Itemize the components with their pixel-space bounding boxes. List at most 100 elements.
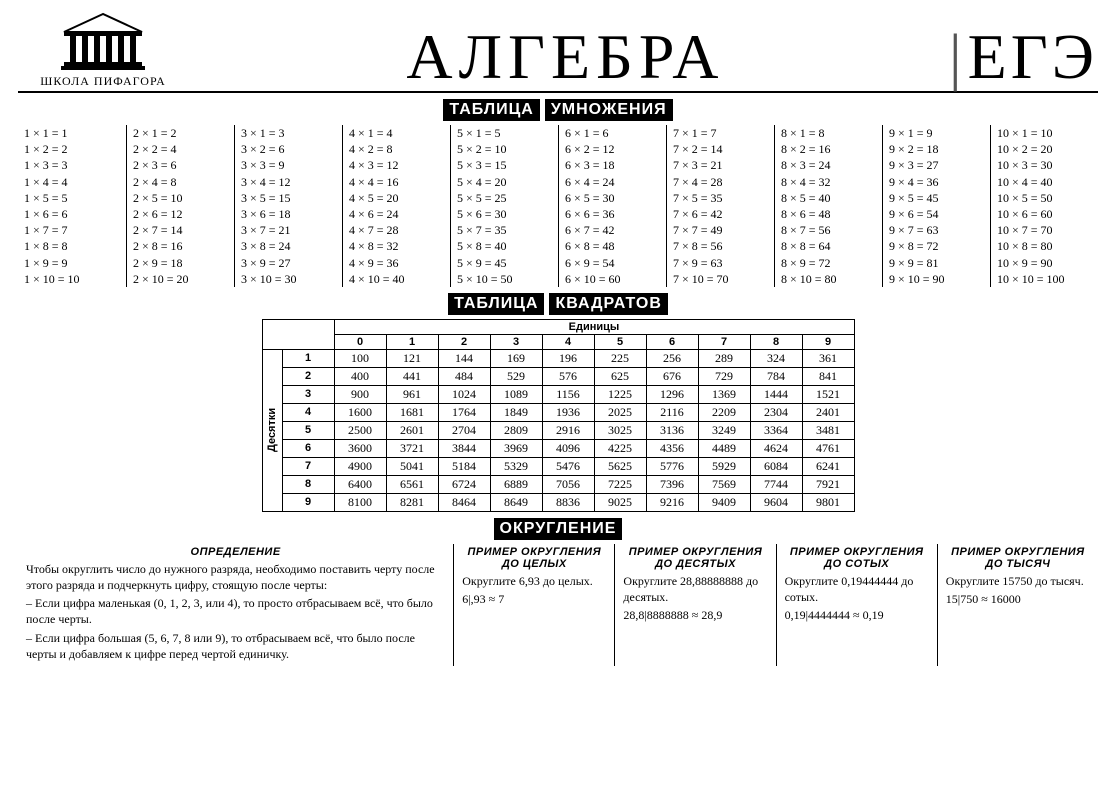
squares-cell: 4900 (334, 457, 386, 475)
c4-l1: Округлите 15750 до тысяч. (946, 573, 1090, 589)
mult-cell: 8 × 7 = 56 (781, 222, 876, 238)
mult-cell: 5 × 10 = 50 (457, 271, 552, 287)
squares-cell: 1024 (438, 385, 490, 403)
squares-cell: 7225 (594, 475, 646, 493)
mult-cell: 7 × 7 = 49 (673, 222, 768, 238)
mult-cell: 3 × 5 = 15 (241, 190, 336, 206)
squares-cell: 729 (698, 367, 750, 385)
squares-col-head: 3 (490, 334, 542, 349)
squares-col-head: 4 (542, 334, 594, 349)
squares-side-label: Десятки (262, 349, 282, 511)
mult-cell: 2 × 2 = 4 (133, 141, 228, 157)
mult-cell: 4 × 8 = 32 (349, 238, 444, 254)
mult-cell: 1 × 1 = 1 (24, 125, 120, 141)
mult-col-10: 10 × 1 = 1010 × 2 = 2010 × 3 = 3010 × 4 … (990, 125, 1098, 287)
c3-l1: Округлите 0,19444444 до сотых. (785, 573, 929, 605)
squares-cell: 8100 (334, 493, 386, 511)
squares-cell: 361 (802, 349, 854, 367)
mult-cell: 4 × 4 = 16 (349, 174, 444, 190)
mult-cell: 3 × 2 = 6 (241, 141, 336, 157)
mult-cell: 1 × 3 = 3 (24, 157, 120, 173)
page-header: ШКОЛА ПИФАГОРА АЛГЕБРА | ЕГЭ (18, 12, 1098, 93)
squares-cell: 784 (750, 367, 802, 385)
temple-icon (58, 12, 148, 72)
squares-cell: 1936 (542, 403, 594, 421)
squares-cell: 8281 (386, 493, 438, 511)
squares-cell: 576 (542, 367, 594, 385)
squares-cell: 7056 (542, 475, 594, 493)
squares-cell: 961 (386, 385, 438, 403)
squares-cell: 6400 (334, 475, 386, 493)
squares-cell: 3844 (438, 439, 490, 457)
squares-cell: 2500 (334, 421, 386, 439)
squares-col-head: 0 (334, 334, 386, 349)
mult-col-5: 5 × 1 = 55 × 2 = 105 × 3 = 155 × 4 = 205… (450, 125, 558, 287)
mult-cell: 7 × 9 = 63 (673, 255, 768, 271)
mult-cell: 3 × 7 = 21 (241, 222, 336, 238)
squares-cell: 1681 (386, 403, 438, 421)
c2-l1: Округлите 28,88888888 до десятых. (623, 573, 767, 605)
squares-cell: 4356 (646, 439, 698, 457)
mult-cell: 5 × 9 = 45 (457, 255, 552, 271)
mult-cell: 8 × 5 = 40 (781, 190, 876, 206)
mult-cell: 8 × 8 = 64 (781, 238, 876, 254)
c2-l2: 28,8|8888888 ≈ 28,9 (623, 607, 767, 623)
c1-l2: 6|,93 ≈ 7 (462, 591, 606, 607)
mult-cell: 3 × 1 = 3 (241, 125, 336, 141)
squares-cell: 144 (438, 349, 490, 367)
squares-top-label: Единицы (334, 319, 854, 334)
squares-cell: 8836 (542, 493, 594, 511)
squares-cell: 3364 (750, 421, 802, 439)
mult-cell: 3 × 6 = 18 (241, 206, 336, 222)
mult-cell: 1 × 9 = 9 (24, 255, 120, 271)
squares-col-head: 5 (594, 334, 646, 349)
mult-cell: 10 × 9 = 90 (997, 255, 1092, 271)
mult-cell: 5 × 3 = 15 (457, 157, 552, 173)
squares-wrap: Единицы0123456789Десятки1100121144169196… (18, 319, 1098, 512)
mult-cell: 9 × 7 = 63 (889, 222, 984, 238)
squares-cell: 4225 (594, 439, 646, 457)
squares-cell: 9216 (646, 493, 698, 511)
mult-cell: 4 × 2 = 8 (349, 141, 444, 157)
mult-cell: 10 × 5 = 50 (997, 190, 1092, 206)
mult-cell: 5 × 4 = 20 (457, 174, 552, 190)
mult-cell: 5 × 2 = 10 (457, 141, 552, 157)
mult-cell: 2 × 4 = 8 (133, 174, 228, 190)
mult-cell: 7 × 5 = 35 (673, 190, 768, 206)
mult-cell: 8 × 9 = 72 (781, 255, 876, 271)
squares-cell: 289 (698, 349, 750, 367)
mult-cell: 10 × 2 = 20 (997, 141, 1092, 157)
squares-row-head: 7 (282, 457, 334, 475)
c1-l1: Округлите 6,93 до целых. (462, 573, 606, 589)
mult-cell: 2 × 10 = 20 (133, 271, 228, 287)
squares-col-head: 7 (698, 334, 750, 349)
mult-cell: 7 × 4 = 28 (673, 174, 768, 190)
squares-cell: 1156 (542, 385, 594, 403)
squares-table: Единицы0123456789Десятки1100121144169196… (262, 319, 855, 512)
mult-cell: 3 × 8 = 24 (241, 238, 336, 254)
mult-cell: 1 × 4 = 4 (24, 174, 120, 190)
squares-cell: 169 (490, 349, 542, 367)
squares-row-head: 6 (282, 439, 334, 457)
mult-cell: 3 × 9 = 27 (241, 255, 336, 271)
mult-cell: 2 × 6 = 12 (133, 206, 228, 222)
rounding-definition: ОПРЕДЕЛЕНИЕ Чтобы округлить число до нуж… (18, 544, 453, 666)
squares-cell: 6084 (750, 457, 802, 475)
mult-cell: 10 × 3 = 30 (997, 157, 1092, 173)
mult-cell: 6 × 1 = 6 (565, 125, 660, 141)
squares-col-head: 6 (646, 334, 698, 349)
mult-cell: 5 × 5 = 25 (457, 190, 552, 206)
squares-cell: 5929 (698, 457, 750, 475)
mult-col-3: 3 × 1 = 33 × 2 = 63 × 3 = 93 × 4 = 123 ×… (234, 125, 342, 287)
squares-cell: 3025 (594, 421, 646, 439)
squares-cell: 3969 (490, 439, 542, 457)
squares-cell: 4624 (750, 439, 802, 457)
mult-cell: 2 × 7 = 14 (133, 222, 228, 238)
logo-block: ШКОЛА ПИФАГОРА (18, 12, 188, 89)
squares-cell: 6889 (490, 475, 542, 493)
mult-cell: 4 × 6 = 24 (349, 206, 444, 222)
rounding-ex-tenths: ПРИМЕР ОКРУГЛЕНИЯ ДО ДЕСЯТЫХ Округлите 2… (614, 544, 775, 666)
mult-cell: 1 × 2 = 2 (24, 141, 120, 157)
squares-cell: 2401 (802, 403, 854, 421)
squares-cell: 2704 (438, 421, 490, 439)
